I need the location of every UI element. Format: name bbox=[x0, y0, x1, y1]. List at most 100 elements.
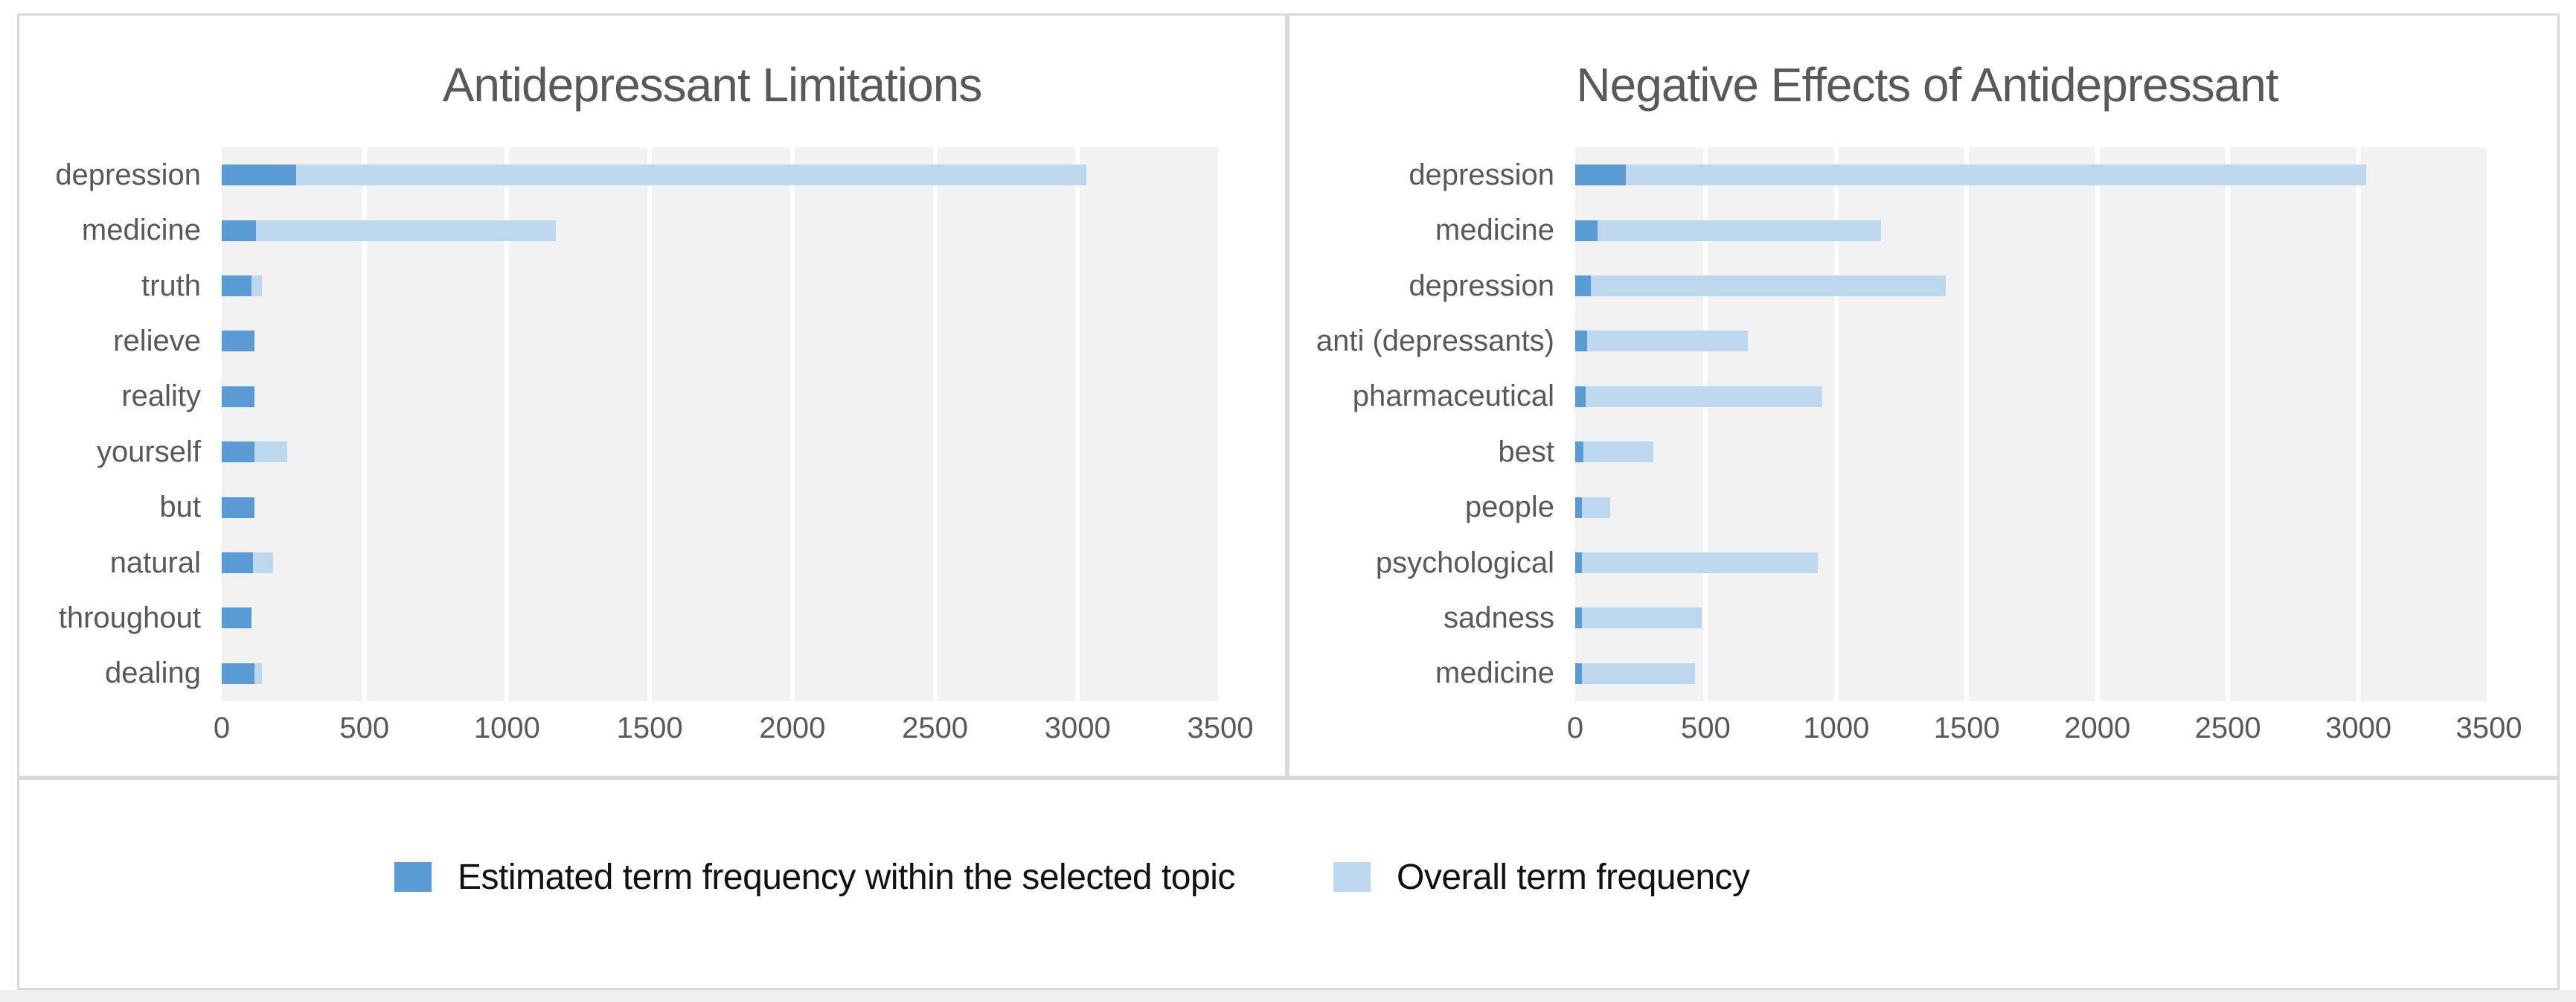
overall-frequency-bar bbox=[1575, 663, 1696, 684]
topic-frequency-bar bbox=[1575, 441, 1583, 463]
topic-frequency-bar bbox=[1575, 386, 1586, 407]
legend: Estimated term frequency within the sele… bbox=[19, 853, 2557, 901]
category-label: reality bbox=[121, 380, 201, 413]
bar-row bbox=[222, 369, 1220, 424]
gridline bbox=[504, 147, 510, 701]
x-axis-tick-label: 500 bbox=[1681, 712, 1731, 744]
gridline bbox=[1218, 147, 1220, 701]
gridline bbox=[2095, 147, 2100, 701]
gridline bbox=[1833, 147, 1839, 701]
topic-frequency-bar bbox=[222, 552, 254, 573]
gridline bbox=[362, 147, 367, 701]
topic-frequency-bar bbox=[222, 275, 252, 296]
topic-frequency-bar bbox=[222, 497, 255, 518]
bar-row bbox=[222, 535, 1220, 590]
x-axis-tick-label: 3500 bbox=[1187, 712, 1254, 744]
bar-row bbox=[222, 590, 1220, 645]
x-axis-tick-label: 3000 bbox=[2325, 712, 2392, 744]
legend-item-topic-frequency: Estimated term frequency within the sele… bbox=[394, 853, 1235, 901]
x-axis-tick-label: 1000 bbox=[473, 712, 540, 744]
category-label: truth bbox=[141, 269, 201, 302]
bar-row bbox=[1575, 258, 2489, 313]
x-axis-tick-label: 1000 bbox=[1803, 712, 1870, 744]
category-label: psychological bbox=[1375, 546, 1554, 579]
category-label: pharmaceutical bbox=[1352, 380, 1554, 413]
overall-frequency-bar bbox=[1575, 386, 1822, 407]
category-label: anti (depressants) bbox=[1316, 324, 1554, 357]
bar-row bbox=[1575, 535, 2489, 590]
category-label: medicine bbox=[1435, 214, 1554, 247]
gridline bbox=[647, 147, 653, 701]
x-axis-tick-label: 2000 bbox=[759, 712, 826, 744]
overall-frequency-bar bbox=[1575, 552, 1819, 573]
bar-row bbox=[222, 646, 1220, 701]
bar-row bbox=[1575, 590, 2489, 645]
x-axis-tick-label: 3500 bbox=[2455, 712, 2522, 744]
topic-frequency-bar bbox=[222, 607, 252, 629]
bar-row bbox=[222, 147, 1220, 202]
x-axis: 0 500 1000 1500 2000 2500 3000 3500 bbox=[214, 712, 1254, 750]
overall-frequency-bar bbox=[1575, 165, 2367, 186]
gridline bbox=[2226, 147, 2231, 701]
overall-frequency-swatch-icon bbox=[1333, 862, 1371, 892]
overall-frequency-bar bbox=[1575, 275, 1947, 296]
category-label: throughout bbox=[58, 601, 201, 634]
category-label: depression bbox=[1409, 269, 1554, 302]
plot-area bbox=[222, 147, 1220, 701]
overall-frequency-bar bbox=[1575, 607, 1702, 629]
legend-panel: Estimated term frequency within the sele… bbox=[17, 778, 2560, 990]
legend-label: Overall term frequency bbox=[1397, 857, 1750, 897]
topic-frequency-bar bbox=[1575, 497, 1582, 518]
bar-row bbox=[1575, 147, 2489, 202]
category-label: medicine bbox=[81, 214, 201, 247]
right-chart-title: Negative Effects of Antidepressant bbox=[1576, 58, 2278, 112]
bar-row bbox=[222, 479, 1220, 534]
x-axis-tick-label: 0 bbox=[213, 712, 231, 744]
category-label: depression bbox=[55, 158, 201, 191]
plot-area bbox=[1575, 147, 2489, 701]
bar-row bbox=[222, 202, 1220, 258]
category-axis: depression medicine truth relieve reality you… bbox=[19, 147, 204, 701]
category-axis: depression medicine depression anti (depres… bbox=[1289, 147, 1557, 701]
x-axis-tick-label: 3000 bbox=[1044, 712, 1111, 744]
bar-row bbox=[1575, 313, 2489, 368]
category-label: dealing bbox=[104, 657, 201, 690]
gridline bbox=[2487, 147, 2489, 701]
legend-item-overall-frequency: Overall term frequency bbox=[1333, 853, 1750, 901]
topic-frequency-bar bbox=[1575, 331, 1587, 352]
topic-frequency-bar bbox=[1575, 663, 1582, 684]
topic-frequency-bar bbox=[222, 441, 255, 463]
topic-frequency-bar bbox=[1575, 275, 1592, 296]
topic-frequency-bar bbox=[222, 220, 256, 241]
category-label: relieve bbox=[113, 324, 201, 357]
overall-frequency-bar bbox=[1575, 441, 1654, 463]
overall-frequency-bar bbox=[1575, 220, 1881, 241]
gridline bbox=[2356, 147, 2361, 701]
bar-row bbox=[1575, 369, 2489, 424]
x-axis-tick-label: 1500 bbox=[616, 712, 683, 744]
bar-row bbox=[1575, 424, 2489, 479]
bar-row bbox=[1575, 202, 2489, 258]
bar-row bbox=[222, 424, 1220, 479]
category-label: best bbox=[1498, 435, 1554, 468]
page-bottom-strip bbox=[0, 990, 2576, 1002]
overall-frequency-bar bbox=[222, 165, 1086, 186]
category-label: but bbox=[159, 491, 201, 524]
x-axis: 0 500 1000 1500 2000 2500 3000 3500 bbox=[1567, 712, 2522, 750]
gridline bbox=[1703, 147, 1708, 701]
bar-row bbox=[1575, 646, 2489, 701]
bar-row bbox=[222, 258, 1220, 313]
category-label: natural bbox=[109, 546, 201, 579]
topic-frequency-bar bbox=[1575, 165, 1627, 186]
legend-label: Estimated term frequency within the sele… bbox=[458, 857, 1235, 897]
bar-row bbox=[1575, 479, 2489, 534]
topic-frequency-swatch-icon bbox=[394, 862, 432, 892]
overall-frequency-bar bbox=[1575, 331, 1748, 352]
gridline bbox=[1075, 147, 1080, 701]
topic-frequency-bar bbox=[1575, 552, 1582, 573]
x-axis-tick-label: 2000 bbox=[2064, 712, 2131, 744]
topic-frequency-bar bbox=[222, 386, 255, 407]
right-chart-panel: Negative Effects of Antidepressant depre… bbox=[1287, 13, 2560, 778]
x-axis-tick-label: 2500 bbox=[902, 712, 969, 744]
